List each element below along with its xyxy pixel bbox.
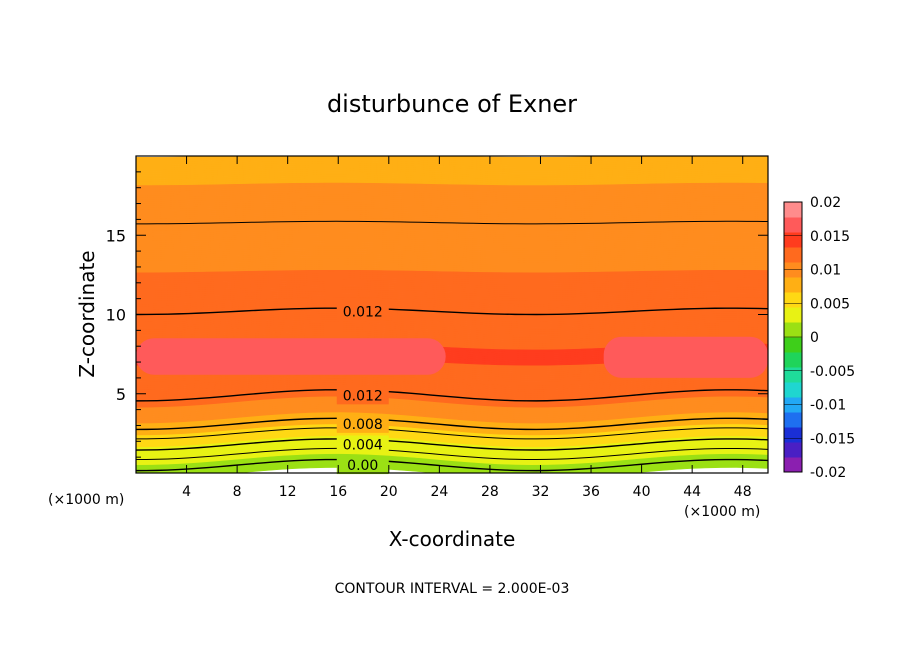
contour-line	[136, 417, 768, 431]
contour-line	[136, 427, 768, 440]
contour-line	[136, 307, 768, 316]
x-tick-label: 24	[430, 484, 448, 500]
contour-label: 0.004	[343, 437, 383, 453]
contour-label: 0.00	[347, 458, 378, 474]
colorbar-swatch	[784, 442, 802, 458]
contour-label-bg	[336, 386, 389, 405]
colorbar-tick-label: 0.005	[810, 296, 850, 312]
chart-title: disturbunce of Exner	[327, 90, 577, 118]
y-tick-label: 5	[116, 385, 126, 404]
contour-label: 0.012	[343, 304, 383, 320]
contour-label-bg	[336, 414, 389, 433]
colorbar-swatch	[784, 427, 802, 443]
colorbar-swatch	[784, 307, 802, 323]
x-tick-label: 28	[481, 484, 499, 500]
warm-core-blob	[603, 336, 768, 378]
colorbar-tick-label: 0.02	[810, 195, 841, 211]
contour-line	[136, 458, 768, 472]
x-unit-label-right: (×1000 m)	[684, 504, 760, 520]
contour-line	[136, 447, 768, 461]
x-tick-label: 32	[532, 484, 550, 500]
colorbar-swatch	[784, 367, 802, 383]
colorbar-swatch	[784, 232, 802, 248]
colorbar-swatch	[784, 292, 802, 308]
colorbar-tick-label: -0.005	[810, 364, 855, 380]
colorbar-swatch	[784, 352, 802, 368]
x-tick-label: 48	[734, 484, 752, 500]
colorbar: 0.02 0.015 0.01 0.005 0 -0.005 -0.01 -0.015 -0.0…	[783, 195, 855, 481]
x-tick-label: 4	[182, 484, 191, 500]
colorbar-tick-label: 0.015	[810, 229, 850, 245]
colorbar-tick-label: 0.01	[810, 263, 841, 279]
x-tick-label: 36	[582, 484, 600, 500]
contour-label-bg	[336, 456, 389, 475]
contour-label: 0.008	[343, 417, 383, 433]
colorbar-swatch	[784, 412, 802, 428]
contour-line	[136, 220, 768, 225]
x-axis-label: X-coordinate	[389, 527, 516, 551]
contour-interval-note: CONTOUR INTERVAL = 2.000E-03	[335, 581, 570, 597]
colorbar-swatch	[784, 457, 802, 473]
x-tick-label: 12	[279, 484, 297, 500]
colorbar-swatch	[784, 202, 802, 218]
contour-label-bg	[336, 435, 389, 454]
colorbar-tick-label: -0.02	[810, 465, 846, 481]
warm-core-region	[136, 336, 768, 378]
contour-labels: 0.012 0.012 0.008 0.004 0.00	[336, 302, 389, 475]
x-tick-label: 44	[683, 484, 701, 500]
contour-lines	[136, 220, 768, 472]
warm-core-blob	[136, 338, 446, 375]
x-tick-label: 20	[380, 484, 398, 500]
colorbar-swatch	[784, 322, 802, 338]
contour-label: 0.012	[343, 388, 383, 404]
y-tick-label: 10	[106, 306, 126, 325]
x-unit-label-left: (×1000 m)	[48, 492, 124, 508]
contour-line	[136, 438, 768, 451]
contour-line	[136, 389, 768, 402]
x-tick-label: 8	[233, 484, 242, 500]
colorbar-tick-label: -0.015	[810, 431, 855, 447]
colorbar-swatch	[784, 217, 802, 233]
colorbar-swatch	[784, 277, 802, 293]
contour-label-bg	[336, 302, 389, 321]
x-tick-label: 40	[633, 484, 651, 500]
colorbar-tick-label: -0.01	[810, 398, 846, 414]
colorbar-swatch	[784, 247, 802, 263]
y-axis-label: Z-coordinate	[75, 250, 99, 377]
colorbar-swatch	[784, 337, 802, 353]
y-tick-label: 15	[106, 226, 126, 245]
contour-band	[136, 156, 768, 160]
colorbar-swatch	[784, 382, 802, 398]
x-tick-label: 16	[329, 484, 347, 500]
colorbar-tick-label: 0	[810, 330, 819, 346]
